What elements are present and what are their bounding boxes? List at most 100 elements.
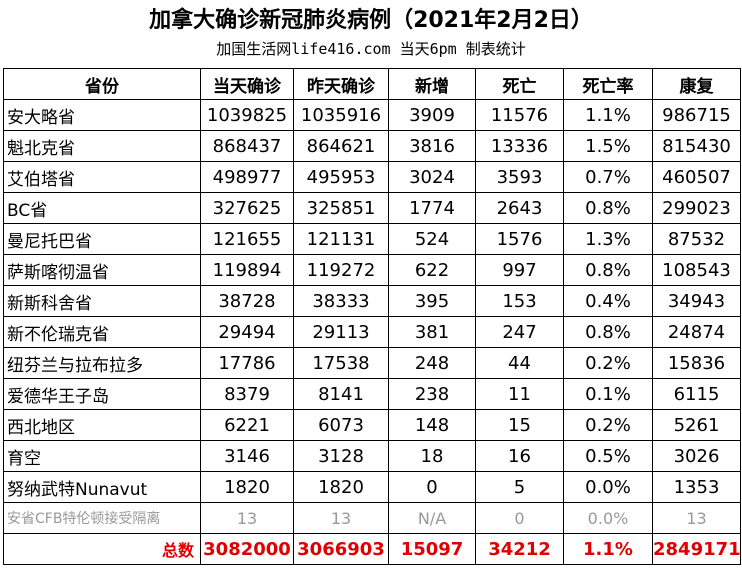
row: 新不伦瑞克省 29494 29113 381 247 0.8% 24874 [3,316,741,348]
cell: 13 [293,502,389,534]
cell: 38728 [200,285,294,317]
cell: 3026 [652,440,741,472]
row: 艾伯塔省 498977 495953 3024 3593 0.7% 460507 [3,161,741,193]
row: 安省CFB特伦顿接受隔离 13 13 N/A 0 0.0% 13 [3,502,741,534]
table: 省份 当天确诊 昨天确诊 新增 死亡 死亡率 康复 安大略省 1039825 1035916 390… [3,68,741,565]
cell: 153 [475,285,564,317]
row-label: 育空 [3,440,201,472]
cell: 13336 [475,130,564,162]
column-header: 死亡率 [563,68,653,100]
cell: 248 [388,347,476,379]
cell: 17786 [200,347,294,379]
column-header: 死亡 [475,68,564,100]
row-label: 总数 [3,533,201,565]
row-label: 安大略省 [3,99,201,131]
cell: 0.7% [563,161,653,193]
row-label: 爱德华王子岛 [3,378,201,410]
cell: 1.5% [563,130,653,162]
row: 爱德华王子岛 8379 8141 238 11 0.1% 6115 [3,378,741,410]
cell: 0.8% [563,254,653,286]
cell: 868437 [200,130,294,162]
cell: 986715 [652,99,741,131]
cell: 238 [388,378,476,410]
cell: 15 [475,409,564,441]
row-label: 魁北克省 [3,130,201,162]
cell: 3146 [200,440,294,472]
column-header: 康复 [652,68,741,100]
cell: 325851 [293,192,389,224]
cell: 2643 [475,192,564,224]
cell: 0.2% [563,409,653,441]
cell: 15836 [652,347,741,379]
cell: 327625 [200,192,294,224]
row: 新斯科舍省 38728 38333 395 153 0.4% 34943 [3,285,741,317]
row-label: 纽芬兰与拉布拉多 [3,347,201,379]
cell: 524 [388,223,476,255]
row: 努纳武特Nunavut 1820 1820 0 5 0.0% 1353 [3,471,741,503]
column-header: 新增 [388,68,476,100]
cell: 1039825 [200,99,294,131]
cell: 38333 [293,285,389,317]
cell: 29494 [200,316,294,348]
cell: 3066903 [293,533,389,565]
cell: 8141 [293,378,389,410]
column-header: 当天确诊 [200,68,294,100]
cell: 299023 [652,192,741,224]
cell: 6073 [293,409,389,441]
row-label: 新斯科舍省 [3,285,201,317]
row: 纽芬兰与拉布拉多 17786 17538 248 44 0.2% 15836 [3,347,741,379]
cell: 395 [388,285,476,317]
cell: 34943 [652,285,741,317]
cell: 1576 [475,223,564,255]
row-label: BC省 [3,192,201,224]
cell: 121655 [200,223,294,255]
cell: 108543 [652,254,741,286]
cell: 87532 [652,223,741,255]
cell: 1.1% [563,533,653,565]
cell: 247 [475,316,564,348]
cell: 11576 [475,99,564,131]
cell: 5 [475,471,564,503]
cell: 381 [388,316,476,348]
column-header: 省份 [3,68,201,100]
cell: 18 [388,440,476,472]
row-label: 安省CFB特伦顿接受隔离 [3,502,201,534]
row: 萨斯喀彻温省 119894 119272 622 997 0.8% 108543 [3,254,741,286]
cell: 0.4% [563,285,653,317]
row-label: 西北地区 [3,409,201,441]
cell: 148 [388,409,476,441]
total-row: 总数 3082000 3066903 15097 34212 1.1% 2849171 [3,533,741,565]
header-row: 省份 当天确诊 昨天确诊 新增 死亡 死亡率 康复 [3,68,741,100]
cell: 1820 [293,471,389,503]
cell: 495953 [293,161,389,193]
cell: 119894 [200,254,294,286]
cell: 121131 [293,223,389,255]
cell: 119272 [293,254,389,286]
cell: 622 [388,254,476,286]
cell: 11 [475,378,564,410]
cell: 3909 [388,99,476,131]
cell: 17538 [293,347,389,379]
cell: 460507 [652,161,741,193]
row: 曼尼托巴省 121655 121131 524 1576 1.3% 87532 [3,223,741,255]
cell: 13 [200,502,294,534]
cell: 1035916 [293,99,389,131]
cell: 16 [475,440,564,472]
cell: N/A [388,502,476,534]
cell: 1.3% [563,223,653,255]
cell: 24874 [652,316,741,348]
cell: 6115 [652,378,741,410]
title: 加拿大确诊新冠肺炎病例（2021年2月2日） [149,8,593,33]
row-label: 曼尼托巴省 [3,223,201,255]
cell: 1774 [388,192,476,224]
cell: 15097 [388,533,476,565]
cell: 997 [475,254,564,286]
cell: 1.1% [563,99,653,131]
cell: 3128 [293,440,389,472]
row-label: 新不伦瑞克省 [3,316,201,348]
row: 魁北克省 868437 864621 3816 13336 1.5% 815430 [3,130,741,162]
cell: 3816 [388,130,476,162]
cell: 44 [475,347,564,379]
row-label: 艾伯塔省 [3,161,201,193]
